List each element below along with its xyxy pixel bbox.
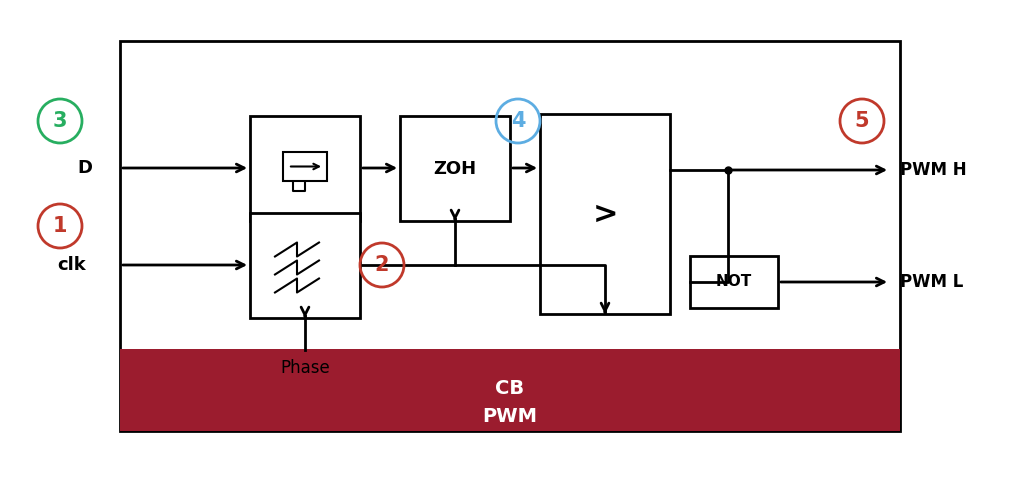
Bar: [540, 114, 670, 314]
Text: PWM: PWM: [482, 406, 538, 426]
Bar: [120, 349, 900, 431]
Bar: [283, 153, 327, 180]
Text: NOT: NOT: [716, 275, 752, 290]
Bar: [250, 213, 360, 318]
Text: CB: CB: [496, 380, 524, 399]
Text: 3: 3: [53, 111, 68, 131]
Bar: [400, 116, 510, 221]
Bar: [120, 41, 900, 431]
Text: Phase: Phase: [281, 359, 330, 377]
Text: 4: 4: [511, 111, 525, 131]
Bar: [250, 116, 360, 221]
Text: 1: 1: [53, 216, 68, 236]
Text: ZOH: ZOH: [433, 159, 476, 177]
Text: clk: clk: [57, 256, 86, 274]
Text: 5: 5: [855, 111, 869, 131]
Bar: [690, 256, 778, 308]
Text: D: D: [78, 159, 92, 177]
Text: 2: 2: [375, 255, 389, 275]
Text: >: >: [592, 199, 617, 228]
Text: PWM L: PWM L: [900, 273, 964, 291]
Text: PWM H: PWM H: [900, 161, 967, 179]
